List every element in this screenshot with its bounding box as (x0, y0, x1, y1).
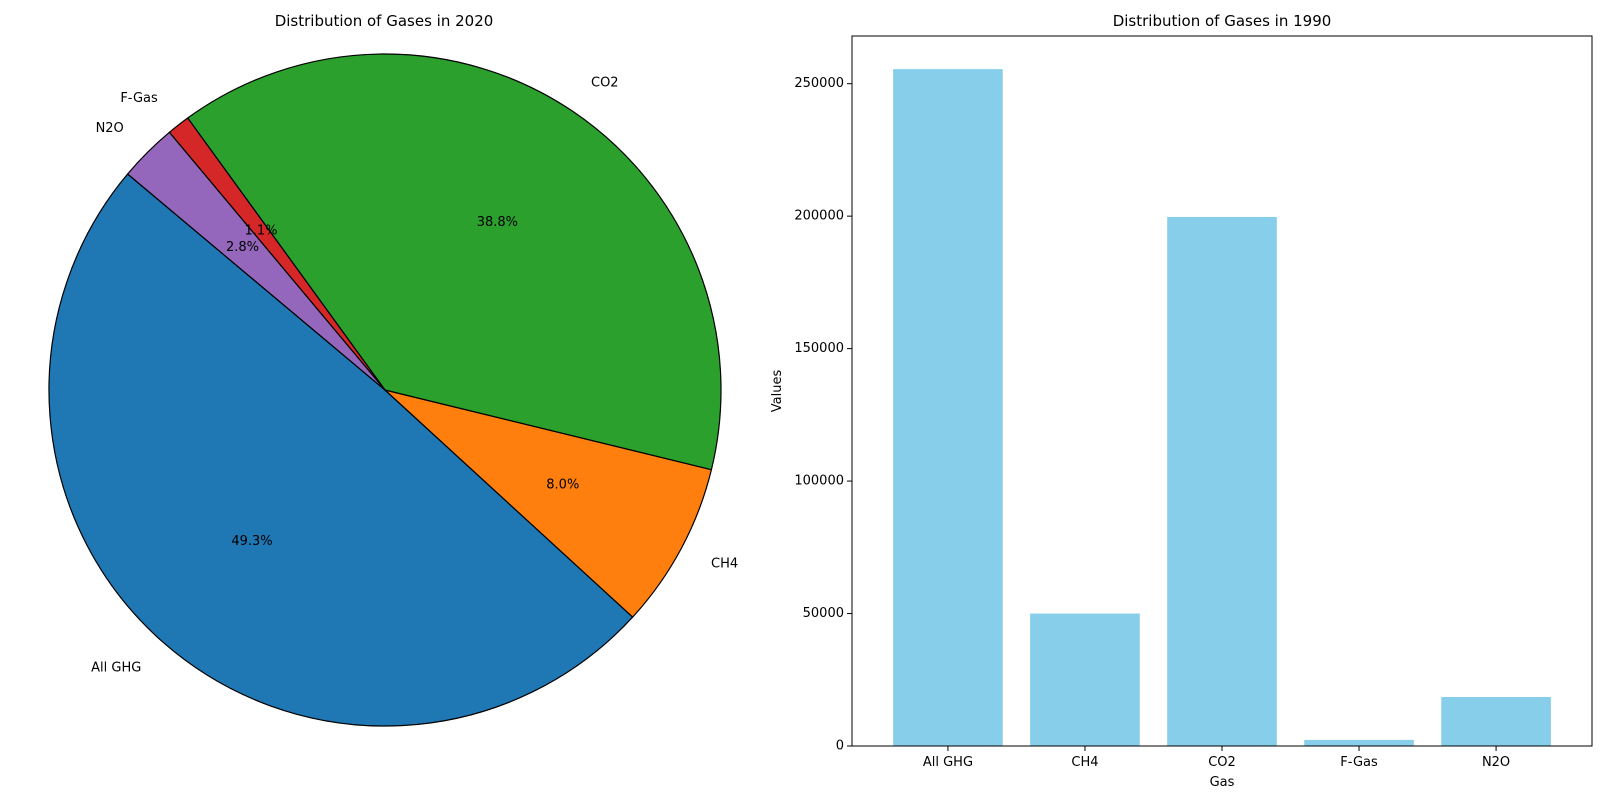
bar-series (893, 69, 1551, 747)
pie-label-f-gas: F-Gas (120, 91, 158, 106)
pie-label-n2o: N2O (96, 121, 124, 136)
pie-label-co2: CO2 (591, 76, 619, 91)
x-tick-label-n2o: N2O (1482, 755, 1510, 770)
bar-f-gas (1304, 739, 1414, 746)
y-tick-label: 0 (836, 739, 844, 754)
y-axis: 0 50000 100000 150000 200000 250000 (794, 76, 852, 754)
x-tick-label-ch4: CH4 (1071, 755, 1098, 770)
y-axis-label: Values (770, 370, 785, 413)
pie-pct-all-ghg: 49.3% (231, 534, 272, 549)
y-tick-label: 200000 (794, 209, 844, 224)
y-tick-label: 100000 (794, 474, 844, 489)
bar-chart-title: Distribution of Gases in 1990 (1113, 12, 1332, 30)
pie-labels: All GHG 49.3% CH4 8.0% CO2 38.8% F-Gas 1.1% N2O 2… (91, 76, 738, 676)
pie-pct-co2: 38.8% (477, 215, 518, 230)
pie-chart: Distribution of Gases in 2020 All GHG 49.… (48, 12, 738, 727)
pie-slice-co2 (187, 53, 722, 471)
bar-chart: Distribution of Gases in 1990 0 50000 1000… (770, 12, 1593, 790)
bar-n2o (1441, 696, 1551, 746)
pie-chart-title: Distribution of Gases in 2020 (275, 12, 494, 30)
bar-all-ghg (893, 69, 1003, 747)
pie-pct-n2o: 2.8% (226, 240, 259, 255)
pie-label-all-ghg: All GHG (91, 660, 141, 675)
bar-ch4 (1030, 613, 1140, 746)
y-tick-label: 150000 (794, 341, 844, 356)
x-tick-label-f-gas: F-Gas (1340, 755, 1378, 770)
pie-slice-ch4 (384, 389, 713, 618)
x-tick-label-all-ghg: All GHG (923, 755, 973, 770)
pie-slices (48, 53, 722, 727)
y-tick-label: 250000 (794, 76, 844, 91)
pie-pct-f-gas: 1.1% (244, 224, 277, 239)
pie-label-ch4: CH4 (711, 557, 738, 572)
x-tick-label-co2: CO2 (1208, 755, 1236, 770)
pie-slice-all-ghg (48, 173, 634, 727)
x-axis: All GHG CH4 CO2 F-Gas N2O (923, 746, 1510, 770)
y-tick-label: 50000 (803, 606, 844, 621)
pie-pct-ch4: 8.0% (546, 478, 579, 493)
pie-slice-n2o (127, 131, 386, 391)
x-axis-label: Gas (1210, 775, 1235, 790)
bar-co2 (1167, 216, 1277, 746)
